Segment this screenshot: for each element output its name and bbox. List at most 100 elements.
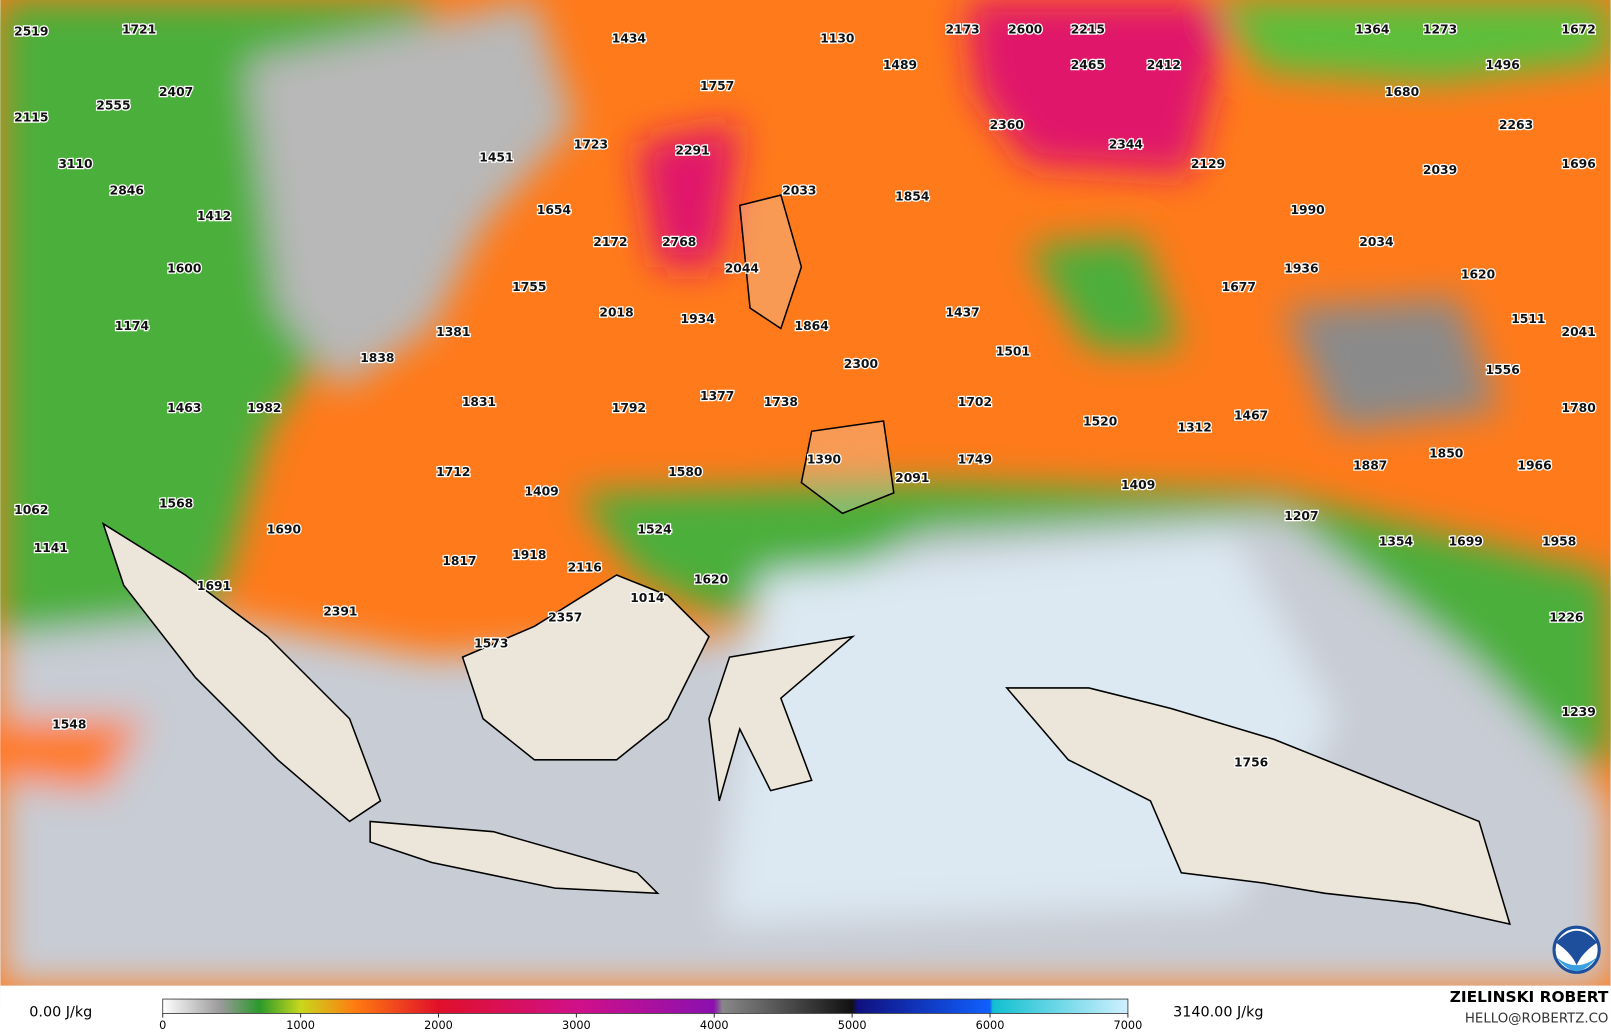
colorbar-ticks: 0 1000 2000 3000 4000 5000 6000 7000: [159, 1013, 1143, 1032]
cape-label: 1936: [1284, 262, 1318, 276]
cape-label: 1934: [681, 312, 715, 326]
cape-label: 1556: [1486, 363, 1520, 377]
cape-label: 1381: [436, 325, 470, 339]
cape-label: 2173: [945, 22, 979, 36]
cape-label: 2091: [895, 471, 929, 485]
cape-label: 1757: [700, 79, 734, 93]
cape-label: 1958: [1542, 535, 1576, 549]
colorbar-tick-label: 1000: [286, 1019, 315, 1032]
cape-label: 1838: [360, 351, 394, 365]
cape-label: 2407: [159, 85, 193, 99]
cape-label: 1690: [267, 522, 301, 536]
cape-label: 1712: [436, 465, 470, 479]
cape-label: 2846: [110, 183, 144, 197]
cape-label: 1982: [247, 401, 281, 415]
colorbar-tick-label: 7000: [1114, 1019, 1143, 1032]
colorbar-tick-label: 5000: [838, 1019, 867, 1032]
cape-label: 1918: [512, 548, 546, 562]
cape-label: 1409: [1121, 478, 1155, 492]
cape-label: 1451: [479, 151, 513, 165]
cape-label: 1467: [1234, 408, 1268, 422]
cape-label: 2263: [1499, 118, 1533, 132]
cape-label: 2044: [725, 262, 759, 276]
cape-label: 2391: [323, 604, 357, 618]
cape-label: 1691: [197, 579, 231, 593]
cape-label: 1654: [537, 203, 571, 217]
cape-label: 1990: [1290, 203, 1324, 217]
cape-label: 1573: [474, 636, 508, 650]
cape-label: 1817: [442, 554, 476, 568]
cape-label: 2412: [1147, 58, 1181, 72]
cape-label: 1273: [1423, 22, 1457, 36]
colorbar: [162, 998, 1129, 1014]
cape-label: 2115: [14, 111, 48, 125]
cape-label: 2357: [548, 611, 582, 625]
cape-label: 1723: [574, 137, 608, 151]
landmasses: [101, 194, 1511, 926]
cape-label: 1524: [637, 522, 671, 536]
cape-label: 2116: [568, 560, 602, 574]
cape-label: 1062: [14, 503, 48, 517]
cape-label: 1226: [1549, 611, 1583, 625]
cape-label: 1364: [1355, 22, 1389, 36]
colorbar-tick-label: 6000: [976, 1019, 1005, 1032]
borneo: [461, 574, 710, 761]
cape-label: 2555: [96, 98, 130, 112]
min-label: 0.00 J/kg: [29, 1005, 92, 1021]
sulawesi: [708, 635, 856, 802]
cape-label: 1738: [764, 395, 798, 409]
cape-label: 1854: [895, 190, 929, 204]
cape-label: 1463: [167, 401, 201, 415]
colorbar-tick-label: 4000: [700, 1019, 729, 1032]
cape-label: 2600: [1008, 22, 1042, 36]
sumatra: [101, 521, 382, 823]
cape-label: 1680: [1385, 85, 1419, 99]
cape-label: 2465: [1071, 58, 1105, 72]
colorbar-tick-label: 0: [159, 1019, 166, 1032]
cape-label: 1696: [1562, 157, 1596, 171]
cape-labels: 2519 1721 1434 1130 2173 2600 2215 1364 1273 1672…: [13, 21, 1597, 771]
cape-label: 1966: [1517, 459, 1551, 473]
mindanao: [800, 420, 895, 515]
cape-label: 2215: [1071, 22, 1105, 36]
cape-label: 1239: [1562, 705, 1596, 719]
cape-label: 1014: [630, 591, 664, 605]
cape-label: 1501: [996, 345, 1030, 359]
cape-label: 1677: [1222, 280, 1256, 294]
cape-label: 1434: [612, 32, 646, 46]
cape-label: 1511: [1511, 312, 1545, 326]
cape-label: 2172: [593, 235, 627, 249]
noaa-logo: [1552, 925, 1601, 974]
cape-label: 1377: [700, 389, 734, 403]
cape-label: 1437: [945, 306, 979, 320]
cape-label: 1831: [462, 395, 496, 409]
cape-label: 2039: [1423, 163, 1457, 177]
cape-label: 1409: [524, 484, 558, 498]
cape-label: 1141: [34, 541, 68, 555]
cape-label: 1699: [1449, 535, 1483, 549]
cape-label: 1702: [958, 395, 992, 409]
cape-label: 2034: [1359, 235, 1393, 249]
cape-label: 1412: [197, 209, 231, 223]
cape-label: 1207: [1284, 509, 1318, 523]
cape-label: 1600: [167, 262, 201, 276]
cape-label: 1749: [958, 453, 992, 467]
new-guinea: [1005, 687, 1511, 926]
cape-label: 1489: [883, 58, 917, 72]
cape-label: 2344: [1109, 137, 1143, 151]
cape-label: 1496: [1486, 58, 1520, 72]
luzon: [738, 194, 803, 330]
cape-label: 1130: [820, 32, 854, 46]
cape-label: 1755: [512, 280, 546, 294]
cape-label: 1620: [694, 573, 728, 587]
author: ZIELINSKI ROBERT: [1450, 988, 1609, 1006]
cape-label: 1312: [1178, 421, 1212, 435]
cape-label: 1354: [1379, 535, 1413, 549]
cape-label: 2360: [990, 118, 1024, 132]
cape-label: 1390: [807, 453, 841, 467]
cape-label: 1792: [612, 401, 646, 415]
colorbar-tick-label: 3000: [562, 1019, 591, 1032]
cape-label: 1174: [115, 319, 149, 333]
